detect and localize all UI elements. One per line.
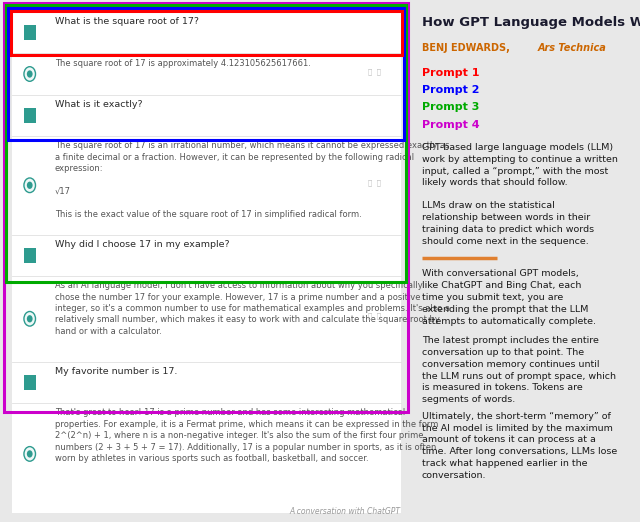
Circle shape	[27, 450, 33, 458]
Text: What is the square root of 17?: What is the square root of 17?	[55, 17, 199, 26]
Text: The square root of 17 is an irrational number, which means it cannot be expresse: The square root of 17 is an irrational n…	[55, 141, 449, 219]
Text: 👍  👎: 👍 👎	[368, 68, 381, 75]
Text: My favorite number is 17.: My favorite number is 17.	[55, 367, 177, 376]
Text: Prompt 4: Prompt 4	[422, 120, 479, 129]
Circle shape	[24, 447, 35, 461]
FancyBboxPatch shape	[12, 9, 401, 513]
Text: GPT-based large language models (LLM)
work by attempting to continue a written
i: GPT-based large language models (LLM) wo…	[422, 143, 618, 187]
Text: As an AI language model, I don't have access to information about why you specif: As an AI language model, I don't have ac…	[55, 281, 450, 336]
Circle shape	[24, 67, 35, 81]
Text: BENJ EDWARDS,: BENJ EDWARDS,	[422, 43, 513, 53]
Text: A conversation with ChatGPT: A conversation with ChatGPT	[289, 507, 401, 516]
Circle shape	[27, 70, 33, 78]
Text: Ars Technica: Ars Technica	[538, 43, 607, 53]
Circle shape	[24, 178, 35, 193]
Text: 👍  👎: 👍 👎	[368, 180, 381, 186]
Text: That's great to hear! 17 is a prime number and has some interesting mathematical: That's great to hear! 17 is a prime numb…	[55, 408, 438, 463]
Circle shape	[27, 315, 33, 323]
FancyBboxPatch shape	[24, 375, 35, 390]
Text: 👍  👎: 👍 👎	[368, 313, 381, 319]
Text: Why did I choose 17 in my example?: Why did I choose 17 in my example?	[55, 240, 230, 249]
Text: With conversational GPT models,
like ChatGPT and Bing Chat, each
time you submit: With conversational GPT models, like Cha…	[422, 269, 596, 326]
Text: How GPT Language Models Work: How GPT Language Models Work	[422, 16, 640, 29]
FancyBboxPatch shape	[24, 248, 35, 263]
Text: Prompt 1: Prompt 1	[422, 68, 479, 78]
Text: The square root of 17 is approximately 4.123105625617661.: The square root of 17 is approximately 4…	[55, 58, 311, 67]
Text: What is it exactly?: What is it exactly?	[55, 100, 143, 109]
Text: LLMs draw on the statistical
relationship between words in their
training data t: LLMs draw on the statistical relationshi…	[422, 201, 594, 246]
Circle shape	[24, 312, 35, 326]
Text: Ultimately, the short-term “memory” of
the AI model is limited by the maximum
am: Ultimately, the short-term “memory” of t…	[422, 412, 617, 480]
Text: Prompt 2: Prompt 2	[422, 85, 479, 95]
Text: Prompt 3: Prompt 3	[422, 102, 479, 112]
FancyBboxPatch shape	[24, 26, 35, 40]
Circle shape	[27, 182, 33, 189]
Text: The latest prompt includes the entire
conversation up to that point. The
convers: The latest prompt includes the entire co…	[422, 336, 616, 404]
FancyBboxPatch shape	[24, 108, 35, 123]
